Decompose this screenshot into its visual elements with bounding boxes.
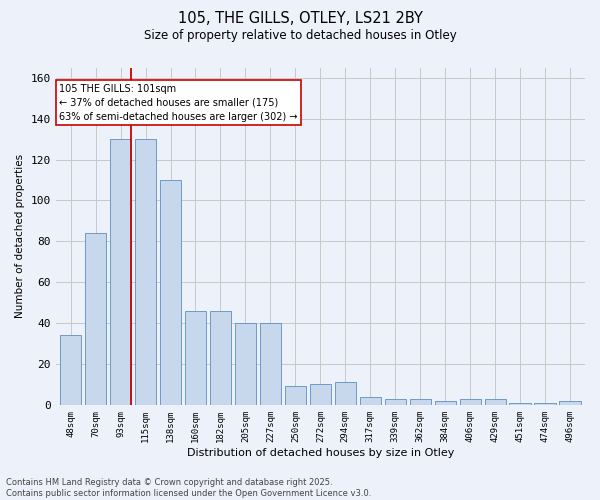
Bar — [509, 403, 530, 405]
Bar — [235, 323, 256, 405]
Text: Contains HM Land Registry data © Crown copyright and database right 2025.
Contai: Contains HM Land Registry data © Crown c… — [6, 478, 371, 498]
Bar — [535, 403, 556, 405]
Bar — [135, 139, 156, 405]
Bar — [485, 398, 506, 405]
Bar — [85, 233, 106, 405]
Bar — [460, 398, 481, 405]
Bar — [285, 386, 306, 405]
Text: 105, THE GILLS, OTLEY, LS21 2BY: 105, THE GILLS, OTLEY, LS21 2BY — [178, 11, 422, 26]
Bar — [434, 400, 456, 405]
Bar — [359, 396, 381, 405]
X-axis label: Distribution of detached houses by size in Otley: Distribution of detached houses by size … — [187, 448, 454, 458]
Text: 105 THE GILLS: 101sqm
← 37% of detached houses are smaller (175)
63% of semi-det: 105 THE GILLS: 101sqm ← 37% of detached … — [59, 84, 298, 122]
Bar — [410, 398, 431, 405]
Bar — [60, 336, 81, 405]
Bar — [185, 311, 206, 405]
Bar — [260, 323, 281, 405]
Bar — [335, 382, 356, 405]
Bar — [210, 311, 231, 405]
Bar — [160, 180, 181, 405]
Y-axis label: Number of detached properties: Number of detached properties — [15, 154, 25, 318]
Bar — [110, 139, 131, 405]
Bar — [385, 398, 406, 405]
Text: Size of property relative to detached houses in Otley: Size of property relative to detached ho… — [143, 29, 457, 42]
Bar — [559, 400, 581, 405]
Bar — [310, 384, 331, 405]
